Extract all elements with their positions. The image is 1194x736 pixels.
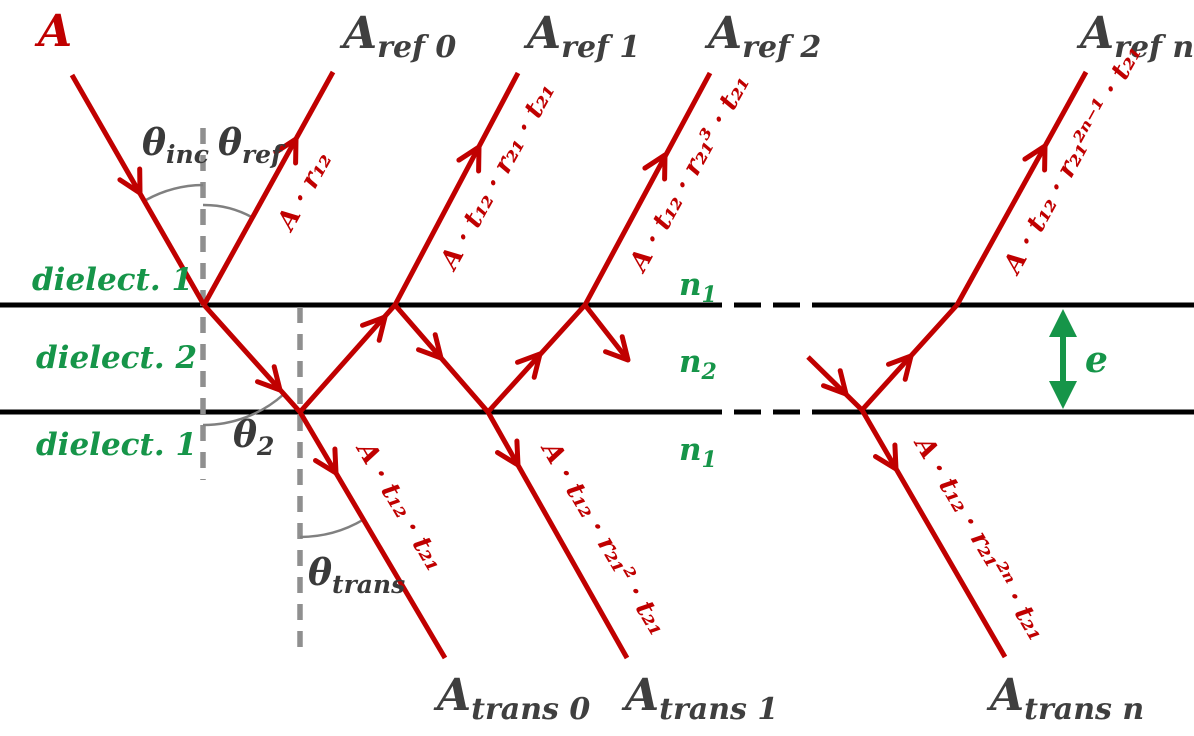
- label-a-ref-1: Aref 1: [523, 8, 640, 65]
- label-n1-top: n1: [679, 267, 717, 308]
- label-ray-ref-2-expression: A · t₁₂ · r₂₁³ · t₂₁: [622, 70, 756, 279]
- label-a-ref-0-sub: ref 0: [377, 30, 456, 65]
- label-a-ref-1-main: A: [523, 8, 561, 59]
- label-a-trans-0-sub: trans 0: [471, 692, 590, 727]
- thickness-arrow-head-down: [1049, 381, 1077, 409]
- angle-arc-theta2: [202, 393, 285, 427]
- label-a-trans-0-main: A: [433, 670, 471, 721]
- label-theta-inc-sub: inc: [166, 140, 209, 169]
- label-ray-trans-0-expression: A · t₁₂ · t₂₁: [349, 435, 449, 577]
- ray-reflected-2: [582, 71, 713, 307]
- label-a-ref-2-main: A: [704, 8, 742, 59]
- label-a-trans-n-main: A: [986, 670, 1024, 721]
- label-a-ref-n: Aref n: [1076, 8, 1194, 65]
- arrowhead-inslab-down-2: [416, 332, 444, 361]
- label-theta-2: θ2: [233, 414, 274, 461]
- ray-inslab-up-1: [298, 303, 397, 414]
- arrowhead-inslab-up-n: [886, 353, 914, 382]
- arrowhead-transmitted-0: [313, 446, 339, 476]
- ray-transmitted-n: [859, 408, 1008, 659]
- label-n1-top-main: n: [679, 267, 702, 303]
- arrowhead-inslab-down-n: [821, 368, 849, 397]
- label-a-ref-n-sub: ref n: [1114, 30, 1194, 65]
- label-theta-trans: θtrans: [308, 552, 405, 599]
- label-n2: n2: [679, 344, 717, 385]
- ray-transmitted-1: [485, 410, 630, 660]
- label-a-ref-n-main: A: [1076, 8, 1114, 59]
- arrowhead-inslab-up-1: [360, 314, 388, 343]
- label-theta-inc-main: θ: [142, 122, 166, 164]
- ray-reflected-1: [392, 71, 521, 307]
- label-theta-2-sub: 2: [256, 432, 274, 461]
- label-n1-bottom-main: n: [679, 432, 702, 468]
- label-a-trans-1-sub: trans 1: [659, 692, 778, 727]
- label-dielectric-1-top: dielect. 1: [32, 262, 193, 298]
- label-theta-trans-sub: trans: [332, 570, 405, 599]
- label-theta-ref-sub: ref: [242, 140, 286, 169]
- label-a-ref-2: Aref 2: [704, 8, 821, 65]
- angle-arc-reflected: [202, 203, 254, 219]
- ray-reflected-0: [201, 70, 336, 307]
- label-ray-ref-n-expression: A · t₁₂ · r₂₁²ⁿ⁻¹ · t₂₁: [996, 40, 1148, 281]
- arrowhead-inslab-down-3-stub: [603, 334, 631, 363]
- ray-inslab-down-3-stub: [583, 303, 630, 362]
- ray-reflected-n: [954, 70, 1089, 307]
- label-n1-top-sub: 1: [702, 282, 717, 308]
- arrowhead-reflected-n: [1022, 143, 1048, 173]
- label-a-trans-1: Atrans 1: [621, 670, 778, 727]
- label-a-ref-0: Aref 0: [339, 8, 456, 65]
- label-n2-main: n: [679, 344, 702, 380]
- label-a-trans-1-main: A: [621, 670, 659, 721]
- label-n1-bottom-sub: 1: [702, 447, 717, 473]
- label-a-trans-n-sub: trans n: [1024, 692, 1144, 727]
- label-ray-trans-1-expression: A · t₁₂ · r₂₁² · t₂₁: [534, 434, 673, 641]
- label-dielectric-1-bottom: dielect. 1: [36, 427, 197, 463]
- label-theta-inc: θinc: [142, 122, 209, 169]
- label-a-ref-2-sub: ref 2: [742, 30, 821, 65]
- arrowhead-reflected-2: [642, 152, 668, 182]
- label-n1-bottom: n1: [679, 432, 717, 473]
- label-incident-amplitude: A: [34, 6, 72, 57]
- arrowhead-inslab-up-2: [515, 351, 543, 380]
- thickness-arrow-head-up: [1049, 309, 1077, 337]
- ray-transmitted-0: [297, 410, 448, 660]
- angle-arc-transmitted: [299, 518, 365, 539]
- arrowhead-reflected-0: [273, 136, 299, 166]
- label-theta-trans-main: θ: [308, 552, 332, 594]
- arrowhead-inslab-down-1: [255, 364, 283, 393]
- label-theta-ref: θref: [218, 122, 286, 169]
- label-theta-2-main: θ: [233, 414, 257, 456]
- label-thickness-e: e: [1085, 339, 1108, 381]
- label-theta-ref-main: θ: [218, 122, 242, 164]
- label-n2-sub: 2: [701, 359, 717, 385]
- arrowhead-reflected-1: [456, 144, 482, 174]
- label-a-ref-0-main: A: [339, 8, 377, 59]
- label-dielectric-2: dielect. 2: [36, 340, 197, 376]
- ray-inslab-down-n: [806, 355, 864, 412]
- label-a-trans-n: Atrans n: [986, 670, 1144, 727]
- arrowhead-transmitted-n: [873, 442, 899, 472]
- ray-inslab-down-1: [202, 303, 302, 414]
- label-a-ref-1-sub: ref 1: [561, 30, 640, 65]
- label-a-trans-0: Atrans 0: [433, 670, 590, 727]
- arrowhead-incident: [117, 166, 143, 196]
- angle-arc-incident: [145, 183, 204, 202]
- arrowhead-transmitted-1: [495, 438, 521, 468]
